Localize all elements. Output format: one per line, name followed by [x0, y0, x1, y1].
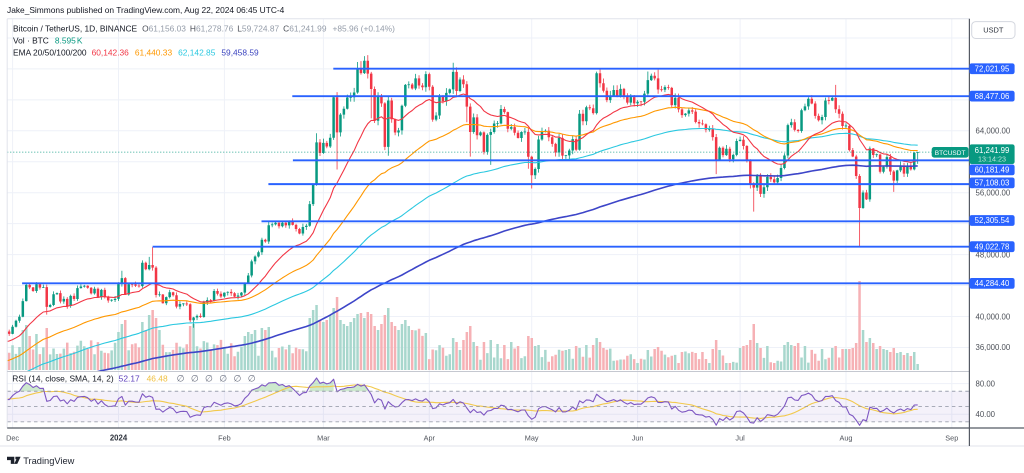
- svg-text:2024: 2024: [110, 434, 128, 443]
- svg-text:Jun: Jun: [632, 434, 644, 443]
- svg-text:Sep: Sep: [945, 434, 958, 443]
- svg-text:80.00: 80.00: [976, 379, 996, 388]
- svg-text:56,000.00: 56,000.00: [976, 188, 1011, 197]
- svg-text:52,305.54: 52,305.54: [975, 216, 1010, 225]
- svg-text:USDT: USDT: [983, 26, 1004, 35]
- svg-text:40.00: 40.00: [976, 410, 996, 419]
- svg-text:64,000.00: 64,000.00: [976, 127, 1011, 136]
- svg-text:Jake_Simmons published on Trad: Jake_Simmons published on TradingView.co…: [7, 5, 285, 15]
- svg-text:36,000.00: 36,000.00: [976, 343, 1011, 352]
- svg-text:Bitcoin / TetherUS, 1D, BINANC: Bitcoin / TetherUS, 1D, BINANCE O61,156.0…: [13, 23, 395, 33]
- svg-text:Mar: Mar: [317, 434, 330, 443]
- svg-text:40,000.00: 40,000.00: [976, 312, 1011, 321]
- svg-text:68,477.06: 68,477.06: [975, 92, 1010, 101]
- svg-text:Aug: Aug: [840, 434, 853, 443]
- svg-text:44,284.40: 44,284.40: [975, 279, 1010, 288]
- svg-text:48,000.00: 48,000.00: [976, 250, 1011, 259]
- svg-text:May: May: [525, 434, 539, 443]
- svg-text:Feb: Feb: [218, 434, 231, 443]
- svg-text:49,022.78: 49,022.78: [975, 242, 1010, 251]
- svg-text:57,108.03: 57,108.03: [975, 179, 1010, 188]
- svg-text:Jul: Jul: [735, 434, 745, 443]
- svg-text:60,181.49: 60,181.49: [975, 166, 1010, 175]
- svg-text:BTCUSDT: BTCUSDT: [935, 150, 966, 157]
- svg-text:13:14:23: 13:14:23: [978, 155, 1006, 164]
- svg-text:61,241.99: 61,241.99: [975, 146, 1010, 155]
- svg-text:Apr: Apr: [424, 434, 436, 443]
- svg-text:RSI (14, close, SMA, 14, 2)52.: RSI (14, close, SMA, 14, 2) 52.17 46.48 ∅ ∅ ∅…: [12, 374, 256, 384]
- svg-text:72,021.95: 72,021.95: [975, 64, 1010, 73]
- svg-text:TradingView: TradingView: [23, 456, 74, 466]
- svg-text:Dec: Dec: [6, 434, 19, 443]
